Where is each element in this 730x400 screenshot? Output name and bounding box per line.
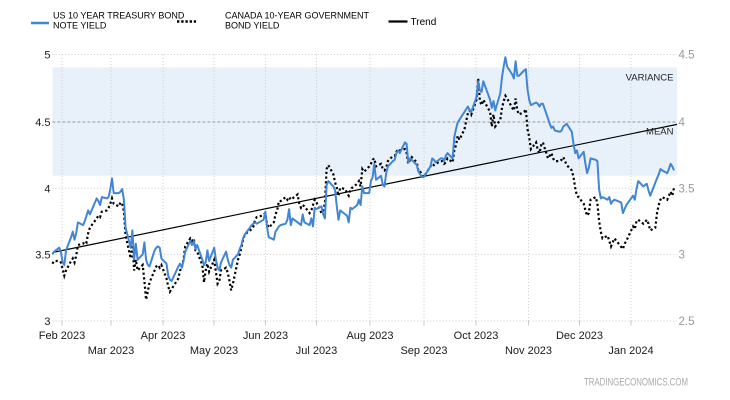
svg-text:Feb 2023: Feb 2023 (39, 330, 85, 342)
svg-text:3.5: 3.5 (679, 183, 695, 195)
svg-text:US 10 YEAR TREASURY BOND: US 10 YEAR TREASURY BOND (53, 11, 185, 21)
svg-text:Trend: Trend (411, 17, 437, 28)
svg-text:3.5: 3.5 (35, 249, 50, 261)
svg-text:Mar 2023: Mar 2023 (88, 345, 134, 357)
svg-text:Jul 2023: Jul 2023 (296, 345, 338, 357)
svg-text:VARIANCE: VARIANCE (626, 73, 674, 84)
svg-text:4.5: 4.5 (679, 50, 695, 62)
svg-text:5: 5 (44, 50, 50, 62)
svg-text:Apr 2023: Apr 2023 (141, 330, 186, 342)
svg-text:MEAN: MEAN (646, 127, 674, 138)
svg-text:Sep 2023: Sep 2023 (400, 345, 447, 357)
svg-text:3: 3 (679, 249, 685, 261)
svg-text:NOTE YIELD: NOTE YIELD (53, 21, 107, 31)
svg-text:3: 3 (44, 316, 50, 328)
svg-text:4.5: 4.5 (35, 117, 50, 129)
svg-text:BOND YIELD: BOND YIELD (225, 21, 280, 31)
svg-text:May 2023: May 2023 (190, 345, 238, 357)
svg-text:TRADINGECONOMICS.COM: TRADINGECONOMICS.COM (584, 377, 688, 389)
svg-text:Jan 2024: Jan 2024 (608, 345, 653, 357)
svg-text:CANADA 10-YEAR GOVERNMENT: CANADA 10-YEAR GOVERNMENT (225, 11, 370, 21)
svg-text:Jun 2023: Jun 2023 (243, 330, 288, 342)
svg-text:Dec 2023: Dec 2023 (556, 330, 603, 342)
svg-text:Nov 2023: Nov 2023 (505, 345, 552, 357)
svg-text:Oct 2023: Oct 2023 (454, 330, 499, 342)
svg-text:2.5: 2.5 (679, 316, 695, 328)
svg-text:Aug 2023: Aug 2023 (346, 330, 393, 342)
svg-text:4: 4 (44, 183, 50, 195)
svg-text:4: 4 (679, 117, 686, 129)
